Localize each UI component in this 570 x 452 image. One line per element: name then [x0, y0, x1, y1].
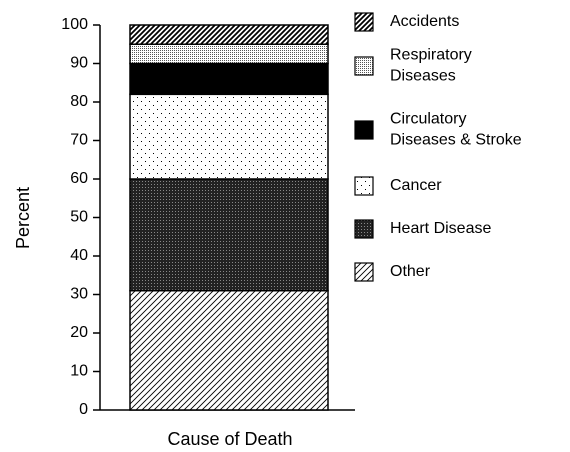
y-tick-label: 70 [70, 132, 88, 149]
y-tick-label: 60 [70, 170, 88, 187]
legend-swatch [354, 176, 374, 196]
legend-swatch [354, 56, 374, 76]
legend-swatch [354, 120, 374, 140]
y-tick-label: 40 [70, 247, 88, 264]
bar-segment [129, 289, 329, 411]
legend-swatch [354, 262, 374, 282]
legend-label: Cancer [390, 177, 442, 194]
x-axis-label: Cause of Death [167, 429, 292, 449]
y-tick-label: 80 [70, 93, 88, 110]
y-tick-label: 50 [70, 209, 88, 226]
y-tick-label: 20 [70, 324, 88, 341]
bar-segment [129, 178, 329, 292]
bar-segment [129, 62, 329, 96]
legend-label: Heart Disease [390, 220, 491, 237]
y-tick-label: 10 [70, 363, 88, 380]
y-tick-label: 100 [61, 16, 88, 33]
legend-swatch [354, 12, 374, 32]
legend-label: Accidents [390, 13, 459, 30]
legend-swatch [354, 219, 374, 239]
bar-segment [129, 93, 329, 180]
y-tick-label: 0 [79, 401, 88, 418]
y-axis-label: Percent [13, 187, 33, 249]
legend-label: Other [390, 263, 431, 280]
y-tick-label: 30 [70, 286, 88, 303]
bar-segment [129, 43, 329, 65]
legend-label: Respiratory Diseases [390, 47, 472, 85]
legend-label: Circulatory Diseases & Stroke [390, 111, 522, 149]
bar-segment [129, 24, 329, 45]
y-tick-label: 90 [70, 55, 88, 72]
